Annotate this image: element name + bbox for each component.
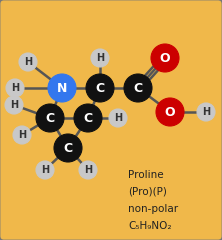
Text: O: O — [165, 106, 175, 119]
Circle shape — [91, 49, 109, 67]
Text: Proline: Proline — [128, 170, 164, 180]
Text: H: H — [114, 113, 122, 123]
Circle shape — [74, 104, 102, 132]
Text: C: C — [95, 82, 105, 95]
Text: H: H — [11, 83, 19, 93]
Text: C: C — [46, 112, 55, 125]
Text: C: C — [63, 142, 73, 155]
Circle shape — [48, 74, 76, 102]
Text: H: H — [202, 107, 210, 117]
Text: H: H — [84, 165, 92, 175]
Text: N: N — [57, 82, 67, 95]
Circle shape — [36, 161, 54, 179]
Circle shape — [79, 161, 97, 179]
Text: C: C — [83, 112, 93, 125]
Circle shape — [36, 104, 64, 132]
Circle shape — [124, 74, 152, 102]
Circle shape — [151, 44, 179, 72]
Text: C: C — [133, 82, 143, 95]
Circle shape — [86, 74, 114, 102]
Circle shape — [6, 79, 24, 97]
Text: C₅H₉NO₂: C₅H₉NO₂ — [128, 221, 172, 231]
Text: H: H — [18, 130, 26, 140]
Text: H: H — [41, 165, 49, 175]
Text: H: H — [24, 57, 32, 67]
Circle shape — [13, 126, 31, 144]
Circle shape — [5, 96, 23, 114]
Text: H: H — [10, 100, 18, 110]
Circle shape — [19, 53, 37, 71]
Circle shape — [54, 134, 82, 162]
Text: H: H — [96, 53, 104, 63]
Text: non-polar: non-polar — [128, 204, 178, 214]
Text: (Pro)(P): (Pro)(P) — [128, 187, 167, 197]
Text: O: O — [160, 52, 170, 65]
Circle shape — [197, 103, 215, 121]
Circle shape — [109, 109, 127, 127]
Circle shape — [156, 98, 184, 126]
